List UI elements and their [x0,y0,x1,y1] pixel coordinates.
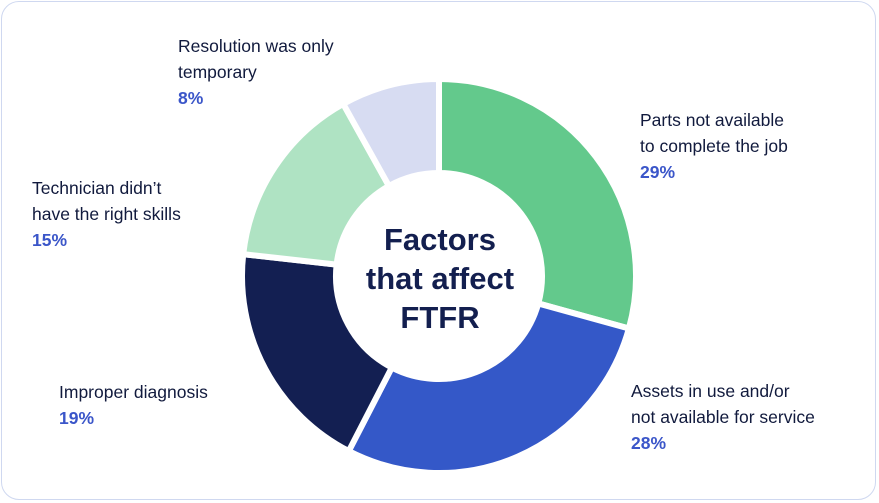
slice-value-label: 8% [178,88,204,108]
slice-value-label: 15% [32,230,68,250]
slice-label-assets: Assets in use and/or not available for s… [631,378,815,456]
slice-label-line: not available for service [631,407,815,427]
center-title-line-3: FTFR [400,300,480,335]
slice-skills [239,99,394,268]
slice-label-line: Parts not available [640,110,784,130]
slice-assets [344,299,633,476]
slice-label-line: Assets in use and/or [631,381,790,401]
slice-label-line: to complete the job [640,136,788,156]
slice-temporary [339,75,442,191]
slice-label-line: temporary [178,62,257,82]
slice-value-label: 19% [59,408,95,428]
slice-label-parts: Parts not available to complete the job … [640,107,788,185]
slice-value-label: 29% [640,162,676,182]
center-title-line-1: Factors [384,222,496,257]
center-title-line-2: that affect [365,261,515,296]
center-title: Factors that affect FTFR [340,220,540,337]
slice-label-line: Resolution was only [178,36,334,56]
slice-value-label: 28% [631,433,667,453]
slice-label-line: have the right skills [32,204,181,224]
slice-parts [436,75,639,333]
slice-label-diagnosis: Improper diagnosis 19% [59,379,208,431]
slice-label-skills: Technician didn’t have the right skills … [32,175,181,253]
slice-diagnosis [239,250,396,456]
slice-label-line: Technician didn’t [32,178,162,198]
slice-label-line: Improper diagnosis [59,382,208,402]
slice-label-temporary: Resolution was only temporary 8% [178,33,334,111]
